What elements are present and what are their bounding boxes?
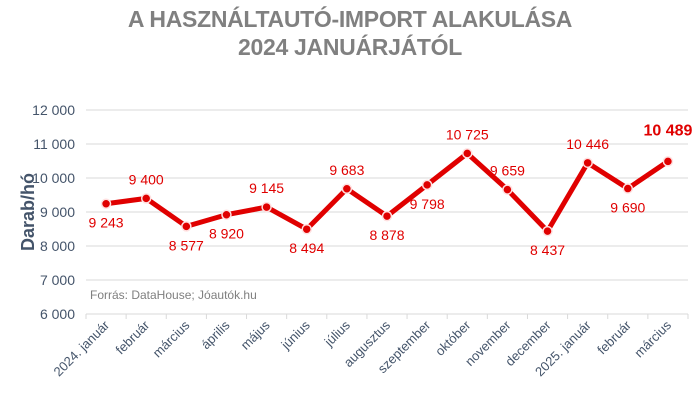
data-point — [140, 193, 152, 204]
data-label: 8 494 — [289, 240, 324, 256]
x-tick-label: február — [113, 317, 153, 357]
gridlines — [86, 109, 688, 315]
data-point — [221, 209, 232, 220]
data-label: 8 878 — [369, 227, 404, 243]
chart-title-line2: 2024 JANUÁRJÁTÓL — [238, 34, 462, 60]
data-label: 10 446 — [566, 136, 609, 152]
y-tick-label: 9 000 — [40, 204, 75, 220]
y-tick-label: 10 000 — [32, 170, 75, 186]
data-point — [301, 223, 312, 235]
x-tick-label: április — [198, 317, 233, 352]
data-label: 10 489 — [643, 122, 692, 139]
data-label: 9 400 — [129, 171, 164, 187]
y-tick-label: 7 000 — [40, 272, 75, 288]
data-label: 8 437 — [530, 242, 565, 258]
data-point — [502, 184, 513, 195]
x-tick-label: július — [321, 317, 354, 350]
data-label: 9 243 — [89, 215, 124, 231]
data-point — [462, 148, 473, 159]
data-point — [381, 210, 393, 222]
x-tick-label: május — [238, 317, 273, 352]
x-tick-label: február — [594, 317, 634, 357]
data-series — [100, 148, 674, 237]
data-point — [542, 225, 553, 237]
data-label: 8 920 — [209, 226, 244, 242]
data-label: 9 798 — [410, 196, 445, 212]
data-point — [421, 179, 433, 191]
y-tick-label: 8 000 — [40, 238, 75, 254]
data-label: 9 145 — [249, 180, 284, 196]
y-axis-label: Darab/hó — [18, 173, 38, 251]
y-tick-label: 12 000 — [32, 102, 75, 118]
source-note: Forrás: DataHouse; Jóautók.hu — [90, 288, 257, 302]
y-tick-label: 11 000 — [33, 136, 75, 152]
data-point — [622, 183, 634, 194]
data-point — [662, 156, 674, 167]
y-tick-label: 6 000 — [40, 306, 75, 322]
data-point — [181, 221, 192, 232]
chart-title: A HASZNÁLTAUTÓ-IMPORT ALAKULÁSA 2024 JAN… — [0, 5, 700, 61]
y-axis-ticks: 6 000 7 000 8 000 9 000 10 000 11 000 12 000 — [32, 102, 75, 322]
data-label: 9 683 — [329, 162, 364, 178]
x-tick-label: március — [631, 317, 674, 360]
data-label: 10 725 — [446, 126, 489, 142]
data-point — [582, 157, 593, 169]
data-label: 8 577 — [169, 237, 204, 253]
data-point — [100, 198, 112, 209]
x-tick-label: március — [150, 317, 193, 360]
data-label: 9 690 — [610, 200, 645, 216]
data-point — [341, 183, 353, 195]
x-tick-label: 2024. január — [50, 317, 112, 379]
data-labels: 9 243 9 400 8 577 8 920 9 145 8 494 9 683 8 878… — [89, 122, 693, 258]
chart-title-line1: A HASZNÁLTAUTÓ-IMPORT ALAKULÁSA — [127, 6, 573, 32]
data-point — [261, 201, 272, 213]
x-tick-label: június — [278, 317, 314, 353]
data-label: 9 659 — [490, 163, 525, 179]
